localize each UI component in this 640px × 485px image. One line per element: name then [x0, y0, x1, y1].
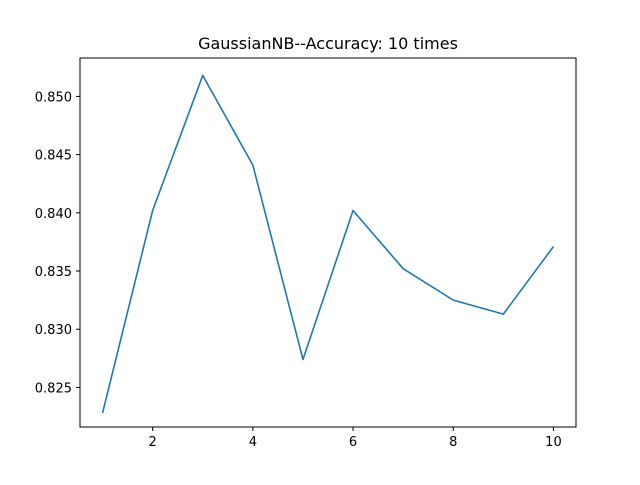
y-tick-label: 0.850 — [35, 90, 72, 105]
chart-title: GaussianNB--Accuracy: 10 times — [198, 34, 458, 53]
y-tick-label: 0.840 — [35, 207, 72, 222]
x-tick-label: 4 — [249, 435, 257, 450]
y-tick-label: 0.825 — [35, 381, 72, 396]
y-tick-label: 0.835 — [35, 265, 72, 280]
x-tick-label: 6 — [349, 435, 357, 450]
x-tick-label: 10 — [545, 435, 562, 450]
x-tick-label: 2 — [149, 435, 157, 450]
y-tick-label: 0.845 — [35, 149, 72, 164]
y-tick-label: 0.830 — [35, 323, 72, 338]
x-tick-label: 8 — [449, 435, 457, 450]
